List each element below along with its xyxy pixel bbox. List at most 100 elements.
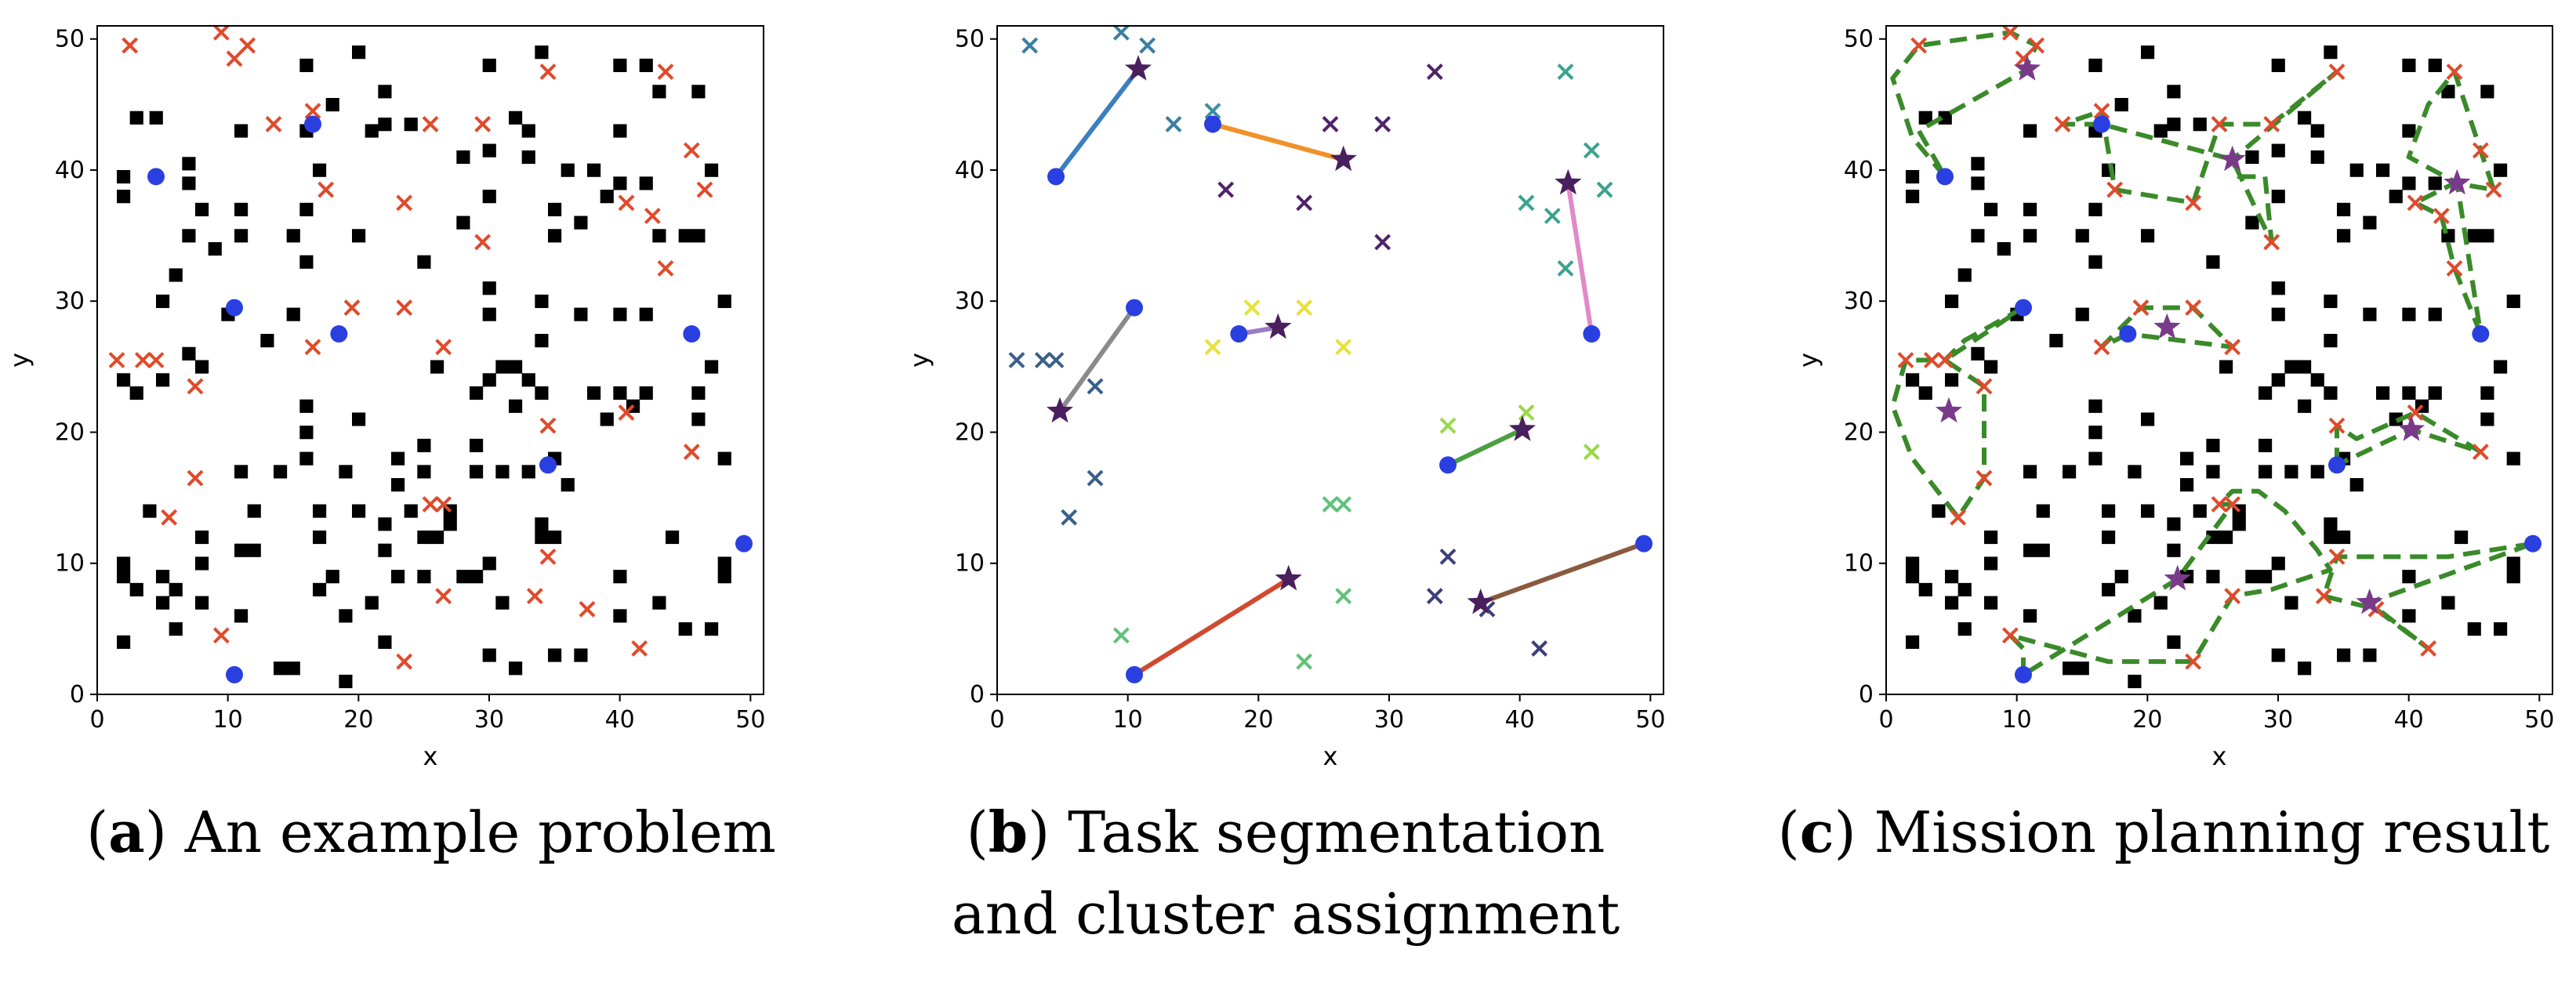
obstacle: [117, 190, 131, 204]
depot-point: [147, 168, 165, 186]
obstacle: [2310, 150, 2324, 165]
obstacle: [2023, 202, 2037, 216]
task-marker: [2472, 142, 2489, 159]
obstacle: [2337, 202, 2351, 216]
x-tick-label: 50: [2524, 706, 2554, 734]
y-tick-label: 10: [955, 550, 985, 578]
task-marker: [474, 234, 492, 251]
obstacle: [1984, 530, 1998, 545]
obstacle: [143, 504, 157, 518]
obstacle: [234, 609, 249, 623]
obstacle: [313, 582, 327, 596]
obstacle: [391, 451, 405, 466]
task-marker: [1374, 234, 1391, 251]
obstacle: [600, 412, 614, 426]
route-line: [1890, 30, 2039, 179]
obstacle: [2363, 216, 2377, 230]
task-marker: [2185, 299, 2202, 317]
obstacle: [2298, 111, 2312, 125]
task-marker: [1596, 181, 1613, 198]
task-marker: [2093, 339, 2110, 356]
task-marker: [1518, 194, 1535, 212]
obstacle: [2467, 229, 2481, 243]
obstacle: [182, 229, 196, 243]
obstacle: [587, 386, 601, 400]
obstacle: [2206, 530, 2220, 545]
obstacle: [717, 451, 731, 466]
obstacle: [1971, 176, 1985, 190]
obstacle: [2167, 517, 2181, 531]
route-line: [1890, 305, 2025, 520]
obstacle: [2428, 58, 2442, 72]
obstacle: [325, 570, 339, 584]
caption-a-label: a: [108, 799, 145, 865]
x-tick-label: 40: [605, 706, 635, 734]
task-marker: [2433, 208, 2450, 224]
task-marker: [2407, 404, 2424, 421]
centroid-star: [2444, 168, 2471, 195]
depot-point: [330, 325, 348, 343]
obstacle: [378, 635, 392, 649]
obstacle: [2271, 143, 2285, 158]
obstacle: [2153, 124, 2168, 138]
obstacle: [2075, 229, 2089, 243]
obstacle: [2271, 190, 2285, 204]
obstacle: [1984, 202, 1998, 216]
obstacle: [365, 596, 379, 610]
obstacle: [1971, 229, 1985, 243]
centroid-star: [2397, 415, 2425, 441]
obstacle: [2271, 556, 2285, 571]
obstacle: [299, 255, 314, 269]
obstacle: [1906, 373, 1920, 387]
task-marker: [1112, 26, 1130, 41]
obstacle: [352, 504, 366, 518]
obstacle: [1945, 596, 1959, 610]
obstacle: [2402, 609, 2416, 623]
obstacle: [613, 570, 627, 584]
centroid-star: [2219, 145, 2246, 172]
obstacle: [482, 58, 496, 72]
task-marker: [539, 548, 557, 565]
plot-area: [1890, 26, 2542, 689]
obstacle: [2023, 543, 2037, 557]
obstacle: [417, 438, 431, 453]
obstacle: [587, 163, 601, 177]
obstacle: [352, 412, 366, 426]
obstacle: [2349, 478, 2364, 492]
obstacle: [521, 150, 535, 165]
obstacle: [2088, 426, 2103, 440]
obstacle: [548, 648, 562, 662]
depot-point: [1230, 325, 1248, 343]
depot-point: [1583, 325, 1601, 343]
caption-a-text: An example problem: [184, 799, 776, 865]
obstacle: [2088, 451, 2103, 466]
obstacle: [129, 582, 143, 596]
obstacle: [2180, 478, 2194, 492]
obstacle: [2467, 622, 2481, 636]
centroid-star: [2013, 55, 2041, 81]
obstacle: [129, 111, 143, 125]
obstacle: [339, 674, 353, 689]
obstacle: [2324, 294, 2338, 309]
y-tick-label: 30: [55, 288, 85, 315]
depot-point: [2093, 115, 2110, 133]
obstacle: [600, 190, 614, 204]
y-tick-label: 10: [55, 550, 85, 578]
obstacle: [482, 281, 496, 295]
obstacle: [666, 530, 680, 545]
obstacle: [482, 556, 496, 571]
obstacle: [339, 465, 353, 479]
route-line: [2406, 69, 2496, 335]
depot-point: [683, 325, 701, 343]
x-tick-label: 30: [2263, 706, 2293, 734]
task-marker: [1583, 444, 1600, 460]
obstacle: [2506, 294, 2520, 309]
obstacle: [2284, 596, 2298, 610]
obstacle: [509, 111, 523, 125]
task-marker: [683, 444, 700, 460]
centroid-star: [1467, 588, 1494, 614]
obstacle: [2324, 386, 2338, 400]
panel-a: 0 10 20 30 40 50 0 10 20 30 40 50 x y: [5, 25, 765, 771]
obstacle: [2232, 517, 2246, 531]
x-tick-label: 10: [1113, 706, 1143, 734]
